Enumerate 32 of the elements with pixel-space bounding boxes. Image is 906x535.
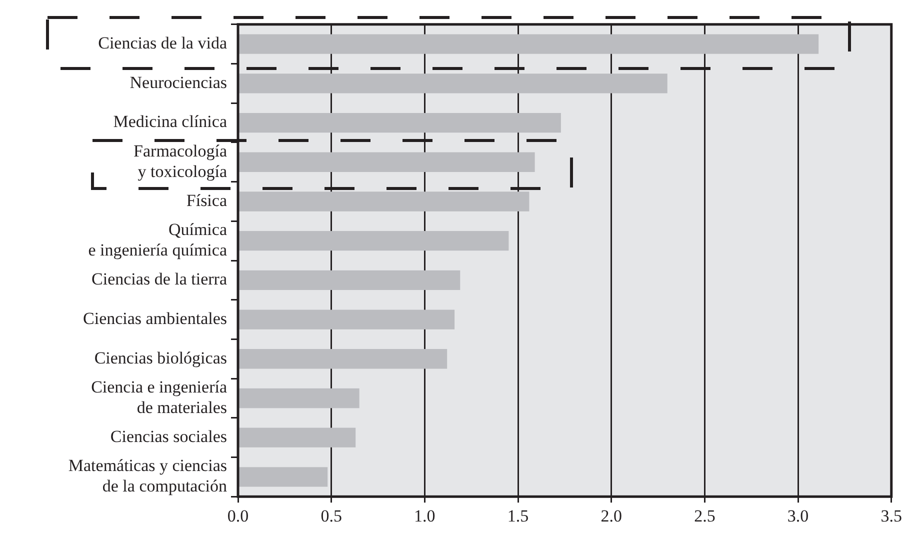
- y-tick-label: Ciencias biológicas: [94, 348, 227, 368]
- x-tick-label: 1.0: [414, 506, 436, 526]
- y-tick-label: Química e ingeniería química: [88, 220, 228, 260]
- y-tick-label: Ciencias de la vida: [98, 34, 228, 53]
- bar: [238, 388, 360, 408]
- y-tick-label: Matemáticas y ciencias de la computación: [68, 456, 228, 496]
- y-tick-label: Neurociencias: [130, 72, 227, 92]
- y-tick-label: Medicina clínica: [113, 112, 228, 132]
- bar: [238, 152, 535, 172]
- bar: [238, 74, 668, 94]
- bar: [238, 467, 328, 487]
- x-tick-label: 2.5: [694, 506, 716, 526]
- x-tick-label: 2.0: [600, 506, 622, 526]
- bar: [238, 112, 561, 133]
- y-tick-label: Ciencias ambientales: [83, 308, 227, 328]
- bar: [238, 428, 356, 448]
- bar: [238, 230, 509, 251]
- x-tick-label: 1.5: [507, 506, 529, 526]
- y-tick-label: Ciencias de la tierra: [92, 270, 228, 289]
- x-tick-label: 3.0: [787, 506, 809, 526]
- bar: [238, 270, 460, 290]
- x-tick-label: 0.5: [320, 506, 342, 526]
- y-tick-label: Física: [186, 190, 228, 210]
- x-tick-label: 3.5: [880, 506, 902, 526]
- bar: [238, 349, 448, 369]
- bar: [238, 192, 530, 212]
- bar: [238, 34, 819, 54]
- x-tick-label: 0.0: [227, 506, 249, 526]
- y-tick-label: Farmacología y toxicología: [134, 141, 228, 181]
- bar: [238, 310, 455, 330]
- y-tick-label: Ciencias sociales: [110, 427, 227, 446]
- y-tick-label: Ciencia e ingeniería de materiales: [91, 377, 228, 417]
